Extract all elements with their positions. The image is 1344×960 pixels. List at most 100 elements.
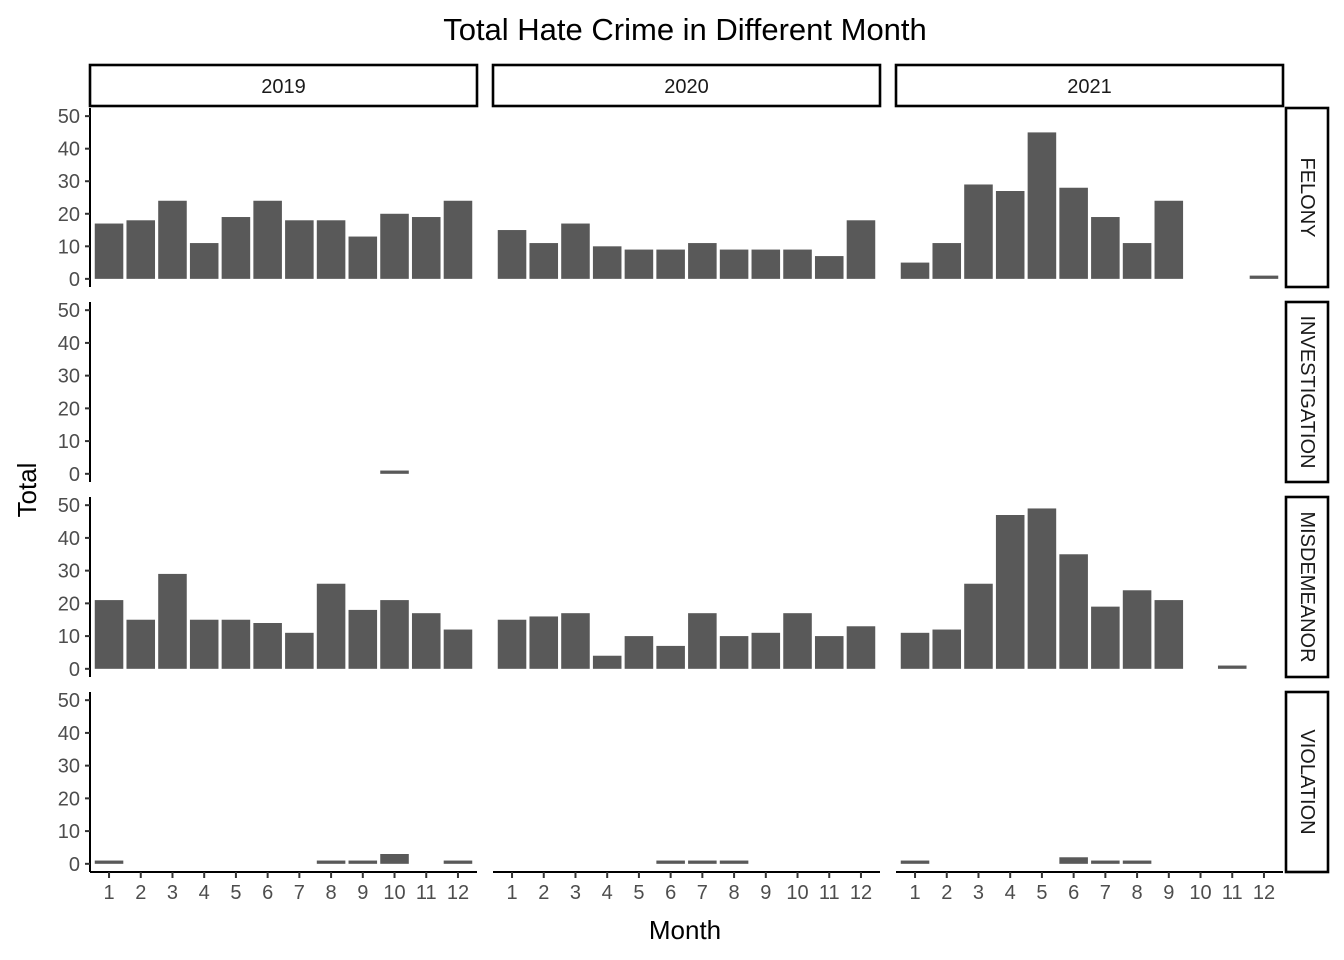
panel-2019-misdemeanor [94,573,473,669]
panel-2019-investigation [380,470,409,474]
y-tick-label: 10 [58,821,80,843]
x-tick-label: 9 [357,882,368,904]
y-tick-label: 30 [58,171,80,193]
x-tick-label: 12 [850,882,872,904]
strip-investigation [1284,300,1330,484]
x-tick-label: 6 [262,882,273,904]
panel-2020-felony [497,220,876,279]
bar-2019-violation-m10 [380,854,409,864]
panel-2021-felony [900,132,1279,279]
x-tick-label: 11 [1222,882,1243,904]
panel-2021-violation [900,857,1152,864]
y-tick-label: 30 [58,756,80,778]
y-tick-label: 10 [58,236,80,258]
bar-2020-misdemeanor-m11 [814,636,844,669]
bar-2021-violation-m8 [1122,860,1152,864]
x-tick-label: 10 [786,882,808,904]
bar-2021-felony-m1 [900,262,930,279]
strip-label-2019: 2019 [261,76,306,98]
bar-2019-felony-m10 [380,213,409,279]
bar-2021-misdemeanor-m1 [900,632,930,669]
bar-2021-felony-m5 [1027,132,1057,279]
bar-2019-misdemeanor-m8 [316,583,346,669]
y-tick-label: 20 [58,204,80,226]
bar-2021-felony-m4 [995,190,1025,279]
bar-2019-misdemeanor-m6 [253,623,282,669]
y-tick-label: 0 [69,854,80,876]
bar-2021-felony-m6 [1059,187,1088,279]
bar-2019-misdemeanor-m11 [411,613,441,669]
bar-2020-felony-m4 [592,246,622,279]
y-tick-label: 0 [69,464,80,486]
y-axis-title: Total [12,463,42,518]
bar-2019-felony-m12 [443,200,473,279]
bar-2021-violation-m7 [1091,860,1120,864]
bar-2020-felony-m1 [497,230,527,279]
bar-2019-felony-m7 [285,220,314,279]
bar-2019-violation-m8 [316,860,346,864]
panel-2021-misdemeanor [900,508,1247,669]
bar-2021-misdemeanor-m11 [1217,665,1247,669]
bar-2019-misdemeanor-m12 [443,629,473,669]
bar-2020-misdemeanor-m8 [719,636,749,669]
y-axes: 0 10 20 30 40 50 0 10 20 30 40 50 0 10 20 30 40 50 0 10 20 30… [58,106,91,876]
bar-2019-felony-m3 [158,200,187,279]
bar-2020-violation-m8 [719,860,749,864]
row-strips: FELONY INVESTIGATION MISDEMEANOR VIOLATION [1284,106,1330,874]
bar-2020-violation-m6 [656,860,685,864]
bar-2020-misdemeanor-m4 [592,655,622,669]
bar-2019-felony-m9 [348,236,378,279]
x-tick-label: 10 [1189,882,1211,904]
bar-2021-felony-m7 [1091,217,1120,279]
x-tick-label: 5 [230,882,241,904]
y-tick-label: 30 [58,366,80,388]
bar-2019-felony-m5 [221,217,251,279]
bar-2021-felony-m12 [1249,275,1279,279]
strip-label-violation: VIOLATION [1296,729,1318,834]
bar-2020-misdemeanor-m1 [497,619,527,669]
bar-2019-misdemeanor-m2 [126,619,156,669]
bar-2019-felony-m11 [411,217,441,279]
x-tick-label: 12 [1253,882,1275,904]
x-tick-label: 8 [326,882,337,904]
bar-2021-misdemeanor-m8 [1122,590,1152,669]
x-tick-label: 6 [1068,882,1079,904]
x-tick-label: 7 [697,882,708,904]
x-tick-label: 6 [665,882,676,904]
y-tick-label: 50 [58,495,80,517]
y-tick-label: 50 [58,690,80,712]
bar-2020-misdemeanor-m12 [846,626,876,669]
bar-2021-felony-m9 [1154,200,1184,279]
y-tick-label: 20 [58,788,80,810]
strip-2021 [894,63,1285,108]
x-tick-label: 3 [570,882,581,904]
bar-2020-felony-m8 [719,249,749,279]
y-tick-label: 40 [58,528,80,550]
strip-felony [1284,106,1330,289]
chart-title: Total Hate Crime in Different Month [443,12,927,47]
panel-2019-felony [94,200,473,279]
bar-2020-felony-m10 [783,249,812,279]
bar-2020-felony-m12 [846,220,876,279]
x-tick-label: 4 [1005,882,1016,904]
bar-2019-misdemeanor-m9 [348,609,378,669]
bar-2021-violation-m1 [900,860,930,864]
y-tick-label: 40 [58,723,80,745]
bar-2020-misdemeanor-m2 [529,616,559,669]
y-tick-label: 40 [58,333,80,355]
bar-2021-misdemeanor-m7 [1091,606,1120,669]
bar-2020-misdemeanor-m7 [688,613,717,669]
bar-2019-misdemeanor-m3 [158,573,187,669]
x-tick-label: 3 [167,882,178,904]
x-tick-label: 8 [1132,882,1143,904]
y-tick-label: 30 [58,561,80,583]
x-tick-label: 2 [135,882,146,904]
y-tick-label: 20 [58,593,80,615]
bar-2021-misdemeanor-m4 [995,515,1025,669]
y-tick-label: 0 [69,659,80,681]
panels [94,132,1279,864]
bar-2019-misdemeanor-m1 [94,600,124,669]
bar-2019-violation-m1 [94,860,124,864]
bar-2021-misdemeanor-m6 [1059,554,1088,669]
